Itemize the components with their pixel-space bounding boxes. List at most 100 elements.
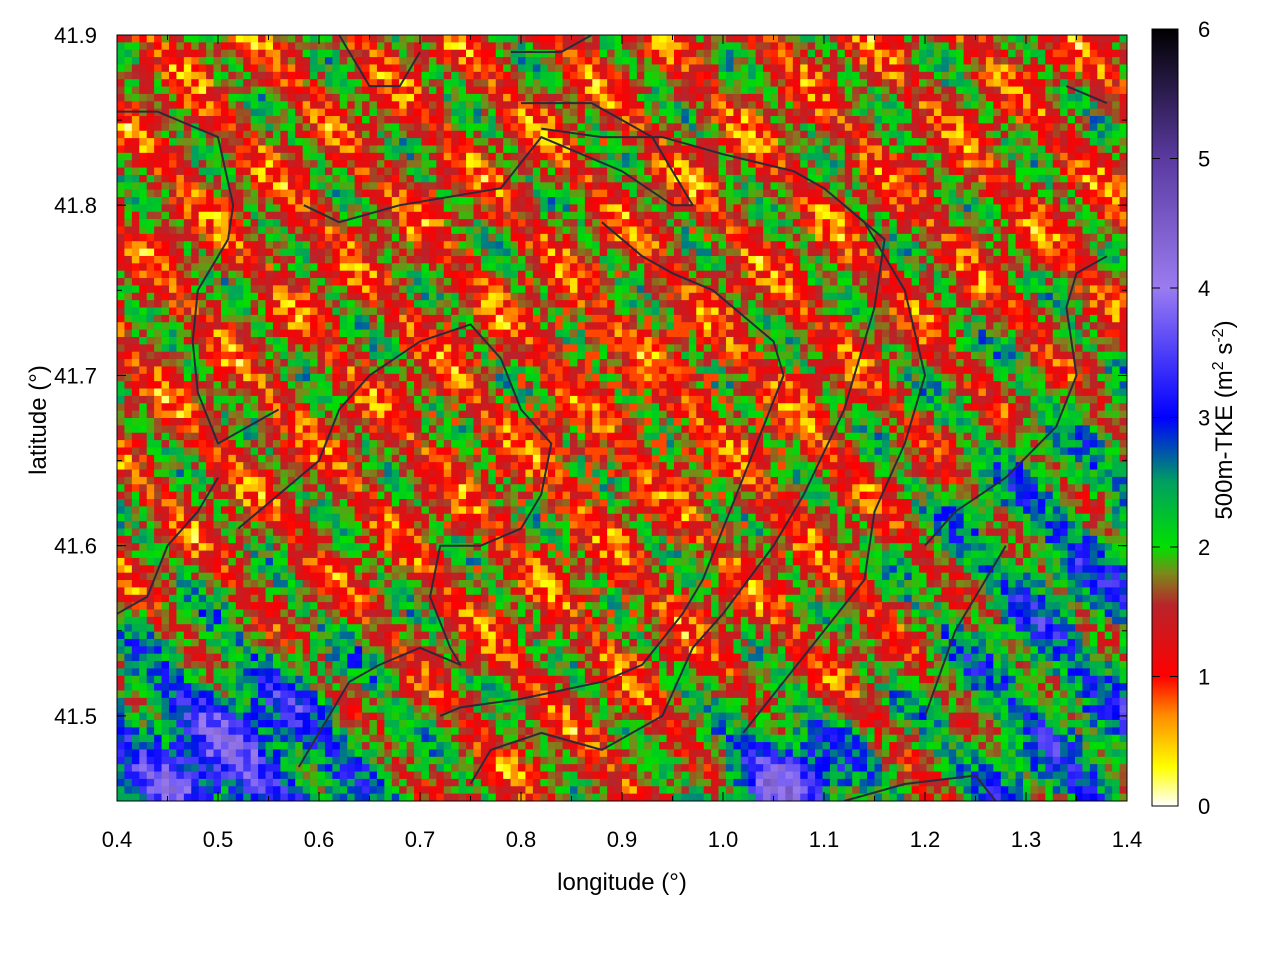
heatmap-cell (466, 116, 474, 124)
heatmap-cell (1105, 219, 1113, 227)
heatmap-cell (926, 50, 934, 58)
heatmap-cell (941, 94, 949, 102)
heatmap-cell (615, 182, 623, 190)
heatmap-cell (496, 263, 504, 271)
heatmap-cell (451, 300, 459, 308)
heatmap-cell (592, 79, 600, 87)
heatmap-cell (362, 204, 370, 212)
heatmap-cell (771, 131, 779, 139)
heatmap-cell (741, 212, 749, 220)
heatmap-cell (949, 42, 957, 50)
heatmap-cell (147, 64, 155, 72)
heatmap-cell (318, 182, 326, 190)
heatmap-cell (511, 35, 519, 43)
heatmap-cell (1075, 138, 1083, 146)
heatmap-cell (473, 145, 481, 153)
heatmap-cell (1038, 278, 1046, 286)
heatmap-cell (444, 116, 452, 124)
heatmap-cell (288, 50, 296, 58)
heatmap-cell (184, 263, 192, 271)
heatmap-cell (681, 227, 689, 235)
heatmap-cell (926, 263, 934, 271)
heatmap-cell (577, 256, 585, 264)
heatmap-cell (392, 35, 400, 43)
heatmap-cell (444, 35, 452, 43)
heatmap-cell (897, 50, 905, 58)
heatmap-cell (1008, 50, 1016, 58)
heatmap-cell (1008, 138, 1016, 146)
heatmap-cell (949, 227, 957, 235)
heatmap-cell (162, 101, 170, 109)
heatmap-cell (221, 212, 229, 220)
heatmap-cell (919, 182, 927, 190)
heatmap-cell (124, 227, 132, 235)
heatmap-cell (199, 116, 207, 124)
heatmap-cell (295, 219, 303, 227)
heatmap-cell (704, 79, 712, 87)
heatmap-cell (756, 249, 764, 257)
heatmap-cell (867, 168, 875, 176)
heatmap-cell (518, 227, 526, 235)
heatmap-cell (978, 182, 986, 190)
heatmap-cell (1090, 285, 1098, 293)
heatmap-cell (280, 72, 288, 80)
heatmap-cell (837, 241, 845, 249)
heatmap-cell (540, 87, 548, 95)
heatmap-cell (585, 79, 593, 87)
heatmap-cell (681, 256, 689, 264)
heatmap-cell (518, 219, 526, 227)
heatmap-cell (629, 87, 637, 95)
heatmap-cell (176, 101, 184, 109)
heatmap-cell (1045, 278, 1053, 286)
heatmap-cell (993, 293, 1001, 301)
heatmap-cell (139, 101, 147, 109)
heatmap-cell (421, 94, 429, 102)
heatmap-cell (332, 72, 340, 80)
heatmap-cell (221, 109, 229, 117)
heatmap-cell (674, 116, 682, 124)
heatmap-cell (659, 64, 667, 72)
heatmap-cell (1045, 263, 1053, 271)
heatmap-cell (964, 182, 972, 190)
heatmap-cell (1008, 219, 1016, 227)
heatmap-cell (1053, 160, 1061, 168)
heatmap-cell (1001, 42, 1009, 50)
heatmap-cell (778, 212, 786, 220)
heatmap-cell (243, 64, 251, 72)
heatmap-cell (592, 227, 600, 235)
heatmap-cell (800, 72, 808, 80)
heatmap-cell (1060, 153, 1068, 161)
heatmap-cell (845, 87, 853, 95)
heatmap-cell (1030, 219, 1038, 227)
heatmap-cell (696, 182, 704, 190)
heatmap-cell (1120, 227, 1128, 235)
heatmap-cell (1120, 145, 1128, 153)
heatmap-cell (823, 256, 831, 264)
heatmap-cell (392, 94, 400, 102)
heatmap-cell (1053, 175, 1061, 183)
heatmap-cell (852, 271, 860, 279)
heatmap-cell (704, 241, 712, 249)
heatmap-cell (1097, 123, 1105, 131)
heatmap-cell (414, 190, 422, 198)
heatmap-cell (615, 64, 623, 72)
heatmap-cell (370, 94, 378, 102)
heatmap-cell (384, 57, 392, 65)
heatmap-cell (1120, 138, 1128, 146)
heatmap-cell (258, 234, 266, 242)
heatmap-cell (384, 190, 392, 198)
heatmap-cell (169, 293, 177, 301)
heatmap-cell (399, 109, 407, 117)
heatmap-cell (288, 101, 296, 109)
heatmap-cell (860, 50, 868, 58)
heatmap-cell (325, 300, 333, 308)
heatmap-cell (600, 87, 608, 95)
heatmap-cell (867, 256, 875, 264)
heatmap-cell (852, 227, 860, 235)
heatmap-cell (540, 79, 548, 87)
heatmap-cell (295, 285, 303, 293)
heatmap-cell (830, 42, 838, 50)
heatmap-cell (117, 109, 125, 117)
heatmap-cell (377, 116, 385, 124)
heatmap-cell (659, 285, 667, 293)
